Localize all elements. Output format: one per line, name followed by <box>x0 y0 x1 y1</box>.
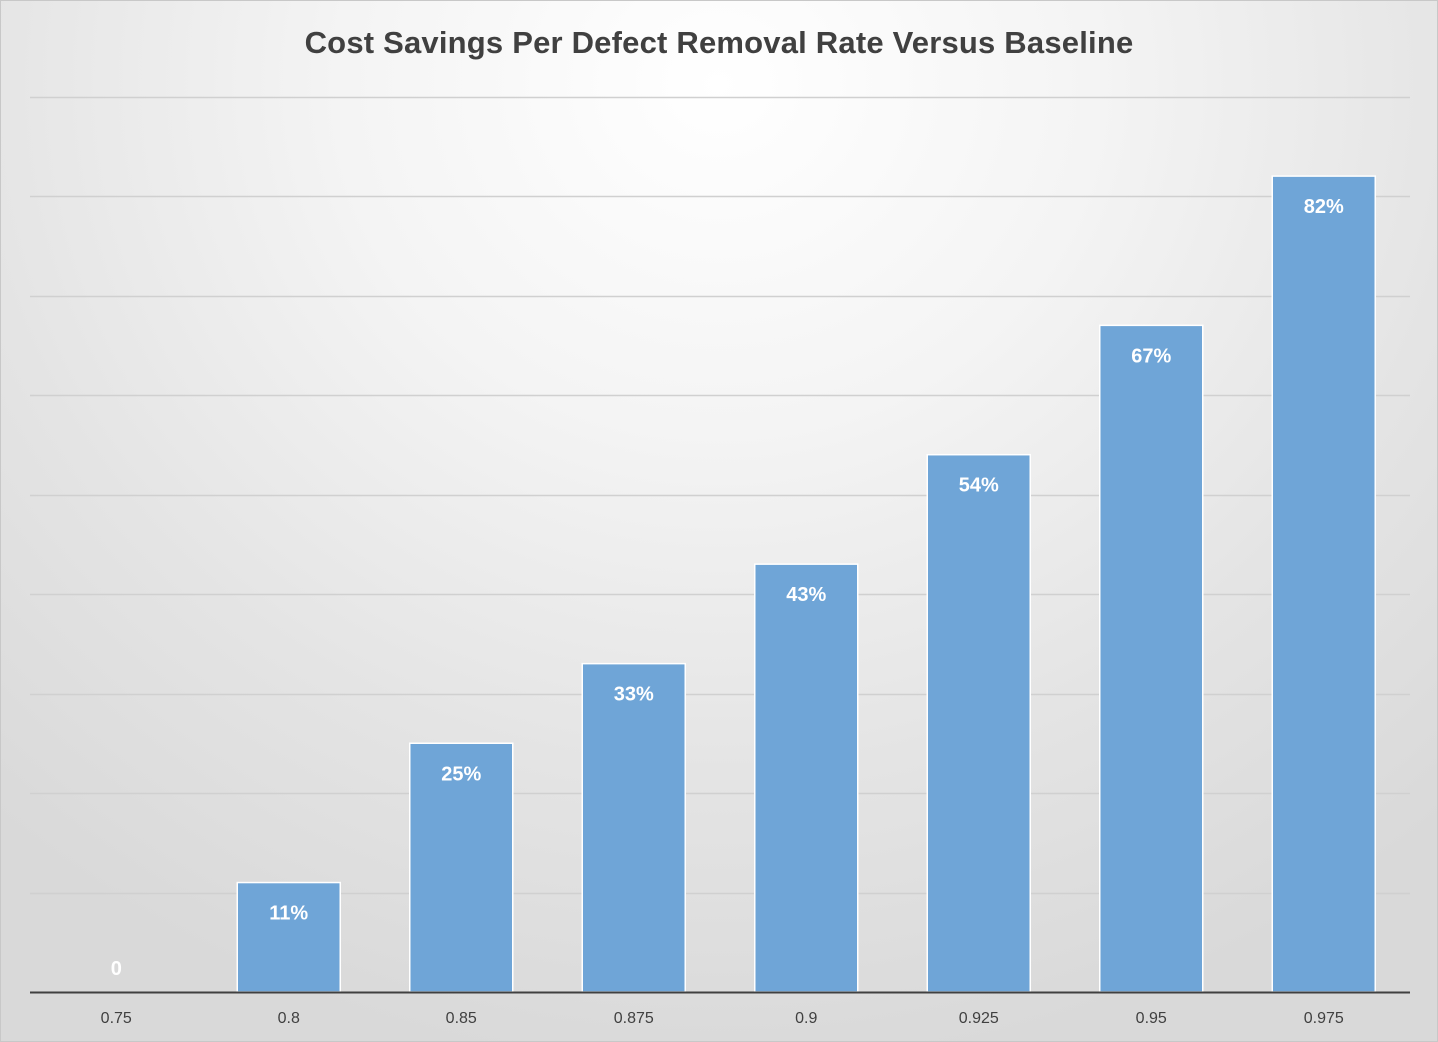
bar-0.8 <box>236 881 341 993</box>
bars <box>236 175 1376 993</box>
bar-0.975 <box>1271 175 1376 993</box>
bar-0.925 <box>926 453 1031 993</box>
data-label-0.75: 0 <box>111 958 122 980</box>
bar-0.9 <box>754 563 859 993</box>
x-tick-label-0.85: 0.85 <box>446 1010 477 1027</box>
x-axis: 0.75 0.8 0.85 0.875 0.9 0.925 0.95 0.975 <box>30 991 1410 1027</box>
x-tick-label-0.875: 0.875 <box>614 1010 654 1027</box>
bar-0.95 <box>1099 324 1204 993</box>
bar-0.85 <box>409 742 514 993</box>
x-tick-label-0.925: 0.925 <box>959 1010 999 1027</box>
x-tick-label-0.75: 0.75 <box>101 1010 132 1027</box>
x-tick-label-0.975: 0.975 <box>1304 1010 1344 1027</box>
bar-0.875 <box>581 662 686 993</box>
data-labels: 0 11% 25% 33% 43% 54% 67% 82% <box>111 196 1344 980</box>
x-tick-label-0.9: 0.9 <box>795 1010 817 1027</box>
data-label-0.95: 67% <box>1131 345 1171 367</box>
data-label-0.975: 82% <box>1304 196 1344 218</box>
x-tick-label-0.95: 0.95 <box>1136 1010 1167 1027</box>
data-label-0.925: 54% <box>959 475 999 497</box>
data-label-0.8: 11% <box>269 903 308 925</box>
data-label-0.85: 25% <box>441 763 481 785</box>
data-label-0.9: 43% <box>786 584 826 606</box>
chart-title: Cost Savings Per Defect Removal Rate Ver… <box>304 25 1134 60</box>
x-tick-label-0.8: 0.8 <box>278 1010 300 1027</box>
data-label-0.875: 33% <box>614 684 654 706</box>
